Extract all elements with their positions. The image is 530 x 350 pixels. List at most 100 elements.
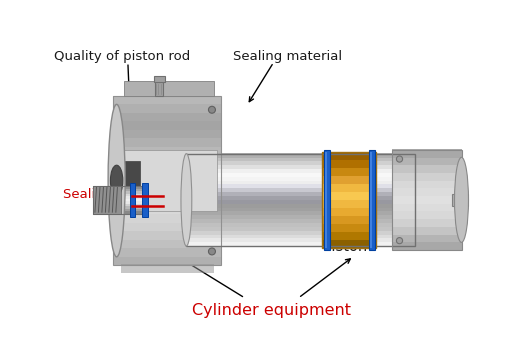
Bar xyxy=(93,201,144,204)
Bar xyxy=(187,161,415,165)
Bar xyxy=(370,152,373,247)
Bar xyxy=(392,226,462,235)
Bar xyxy=(117,161,140,200)
Bar xyxy=(113,112,221,121)
Bar xyxy=(93,186,144,214)
Bar xyxy=(113,163,221,172)
Bar xyxy=(120,264,214,273)
Text: Sealing system: Sealing system xyxy=(231,188,333,201)
Bar xyxy=(113,155,221,164)
Bar xyxy=(113,231,221,240)
Bar xyxy=(187,223,415,227)
Bar xyxy=(187,203,415,208)
Bar xyxy=(392,242,462,250)
Bar xyxy=(113,257,221,265)
Bar xyxy=(93,198,144,201)
Bar xyxy=(392,157,462,165)
Bar xyxy=(322,191,376,200)
Ellipse shape xyxy=(208,106,215,113)
Bar xyxy=(113,248,221,257)
Bar xyxy=(113,189,221,197)
Bar xyxy=(187,180,415,184)
Bar xyxy=(113,121,221,130)
Bar xyxy=(187,165,415,169)
Bar xyxy=(187,207,415,211)
Ellipse shape xyxy=(108,104,125,257)
Bar xyxy=(392,149,462,158)
Bar xyxy=(113,197,221,206)
Bar xyxy=(113,239,221,248)
Bar xyxy=(187,196,415,200)
Bar xyxy=(452,194,467,206)
Bar xyxy=(392,165,462,173)
Bar xyxy=(187,184,415,188)
Bar xyxy=(130,183,135,217)
Bar xyxy=(93,191,144,194)
Bar xyxy=(323,150,330,250)
Bar xyxy=(187,188,415,192)
Bar xyxy=(322,199,376,208)
Bar xyxy=(322,239,376,247)
Bar xyxy=(325,152,328,247)
Bar xyxy=(187,230,415,235)
Bar xyxy=(187,211,415,215)
Bar xyxy=(187,199,415,204)
Bar xyxy=(187,226,415,231)
Bar xyxy=(93,196,144,198)
Bar xyxy=(187,234,415,238)
Text: Sealing system: Sealing system xyxy=(63,188,164,201)
Bar xyxy=(187,215,415,219)
Bar xyxy=(187,157,415,161)
Bar xyxy=(392,150,462,250)
Bar xyxy=(322,160,376,168)
Bar xyxy=(187,169,415,173)
Bar xyxy=(93,208,144,211)
Bar xyxy=(125,80,214,96)
Text: Cover: Cover xyxy=(131,239,174,254)
Bar xyxy=(93,211,144,214)
Bar xyxy=(322,183,376,192)
Bar xyxy=(93,206,144,209)
Bar xyxy=(392,196,462,204)
Bar xyxy=(392,211,462,219)
Bar xyxy=(322,215,376,224)
Bar xyxy=(392,173,462,181)
Bar xyxy=(93,186,120,214)
Bar xyxy=(113,96,221,265)
Bar xyxy=(392,219,462,227)
Ellipse shape xyxy=(396,238,403,244)
Bar xyxy=(187,176,415,181)
Bar xyxy=(187,242,415,246)
Bar xyxy=(93,186,144,189)
Bar xyxy=(113,214,221,223)
Bar xyxy=(154,76,165,82)
Bar xyxy=(155,82,163,96)
Ellipse shape xyxy=(181,154,192,246)
Bar xyxy=(187,153,415,158)
Bar xyxy=(322,231,376,240)
Bar xyxy=(93,203,144,206)
Bar xyxy=(113,146,221,155)
Ellipse shape xyxy=(208,248,215,255)
Bar xyxy=(125,150,217,211)
Bar xyxy=(113,180,221,189)
Text: Quality of piston rod: Quality of piston rod xyxy=(54,50,190,63)
Bar xyxy=(187,154,415,246)
Bar xyxy=(322,152,376,247)
Bar xyxy=(322,223,376,232)
Bar xyxy=(113,138,221,147)
Bar xyxy=(322,208,376,216)
Bar xyxy=(392,188,462,196)
Bar xyxy=(322,152,376,160)
Bar xyxy=(113,223,221,231)
Bar xyxy=(187,173,415,177)
Bar xyxy=(93,193,144,196)
Ellipse shape xyxy=(455,157,469,243)
Ellipse shape xyxy=(110,165,123,196)
Bar xyxy=(392,234,462,242)
Bar xyxy=(142,183,148,217)
Text: Piston: Piston xyxy=(323,239,368,254)
Bar xyxy=(392,203,462,211)
Bar xyxy=(187,219,415,223)
Text: Sealing material: Sealing material xyxy=(234,50,342,63)
